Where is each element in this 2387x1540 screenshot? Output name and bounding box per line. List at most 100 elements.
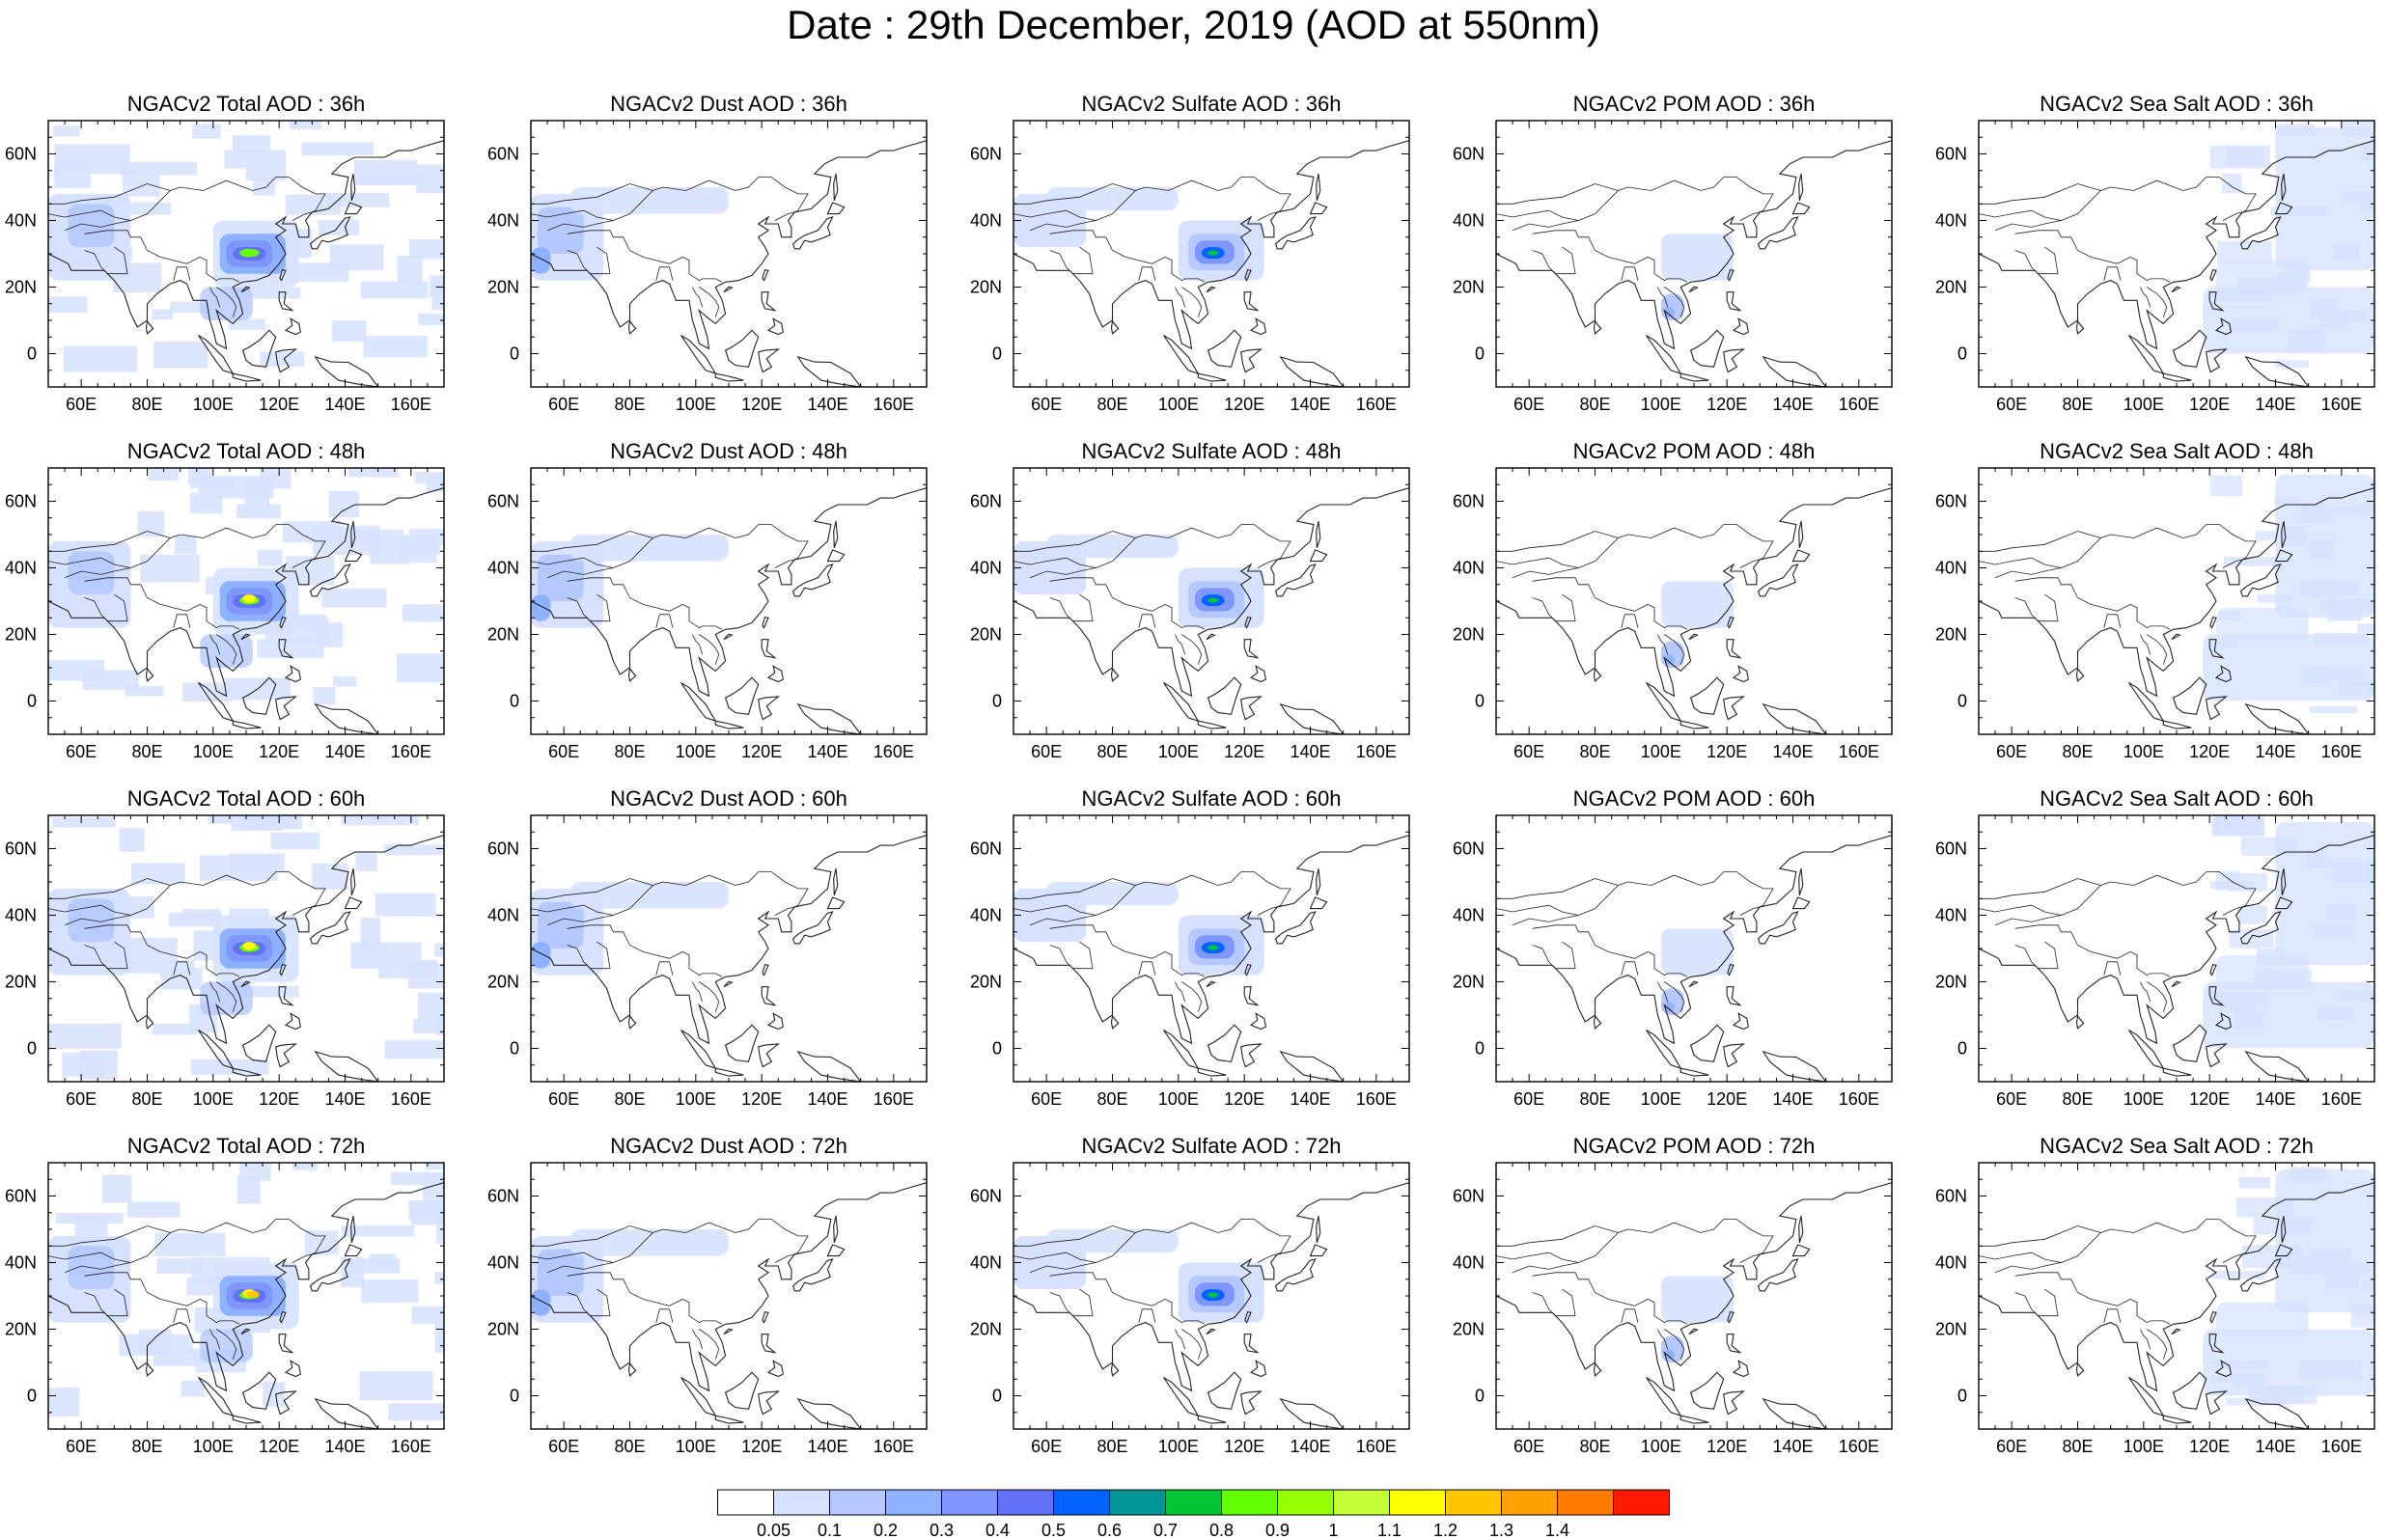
- country-border: [531, 531, 653, 552]
- lon-tick-label: 100E: [2123, 742, 2164, 761]
- aod-cell: [154, 1232, 226, 1257]
- aod-contour: [1046, 187, 1179, 211]
- aod-cell: [2224, 556, 2285, 566]
- coastline-island: [2274, 1244, 2293, 1257]
- lon-tick-label: 140E: [1772, 742, 1813, 761]
- aod-cell: [244, 478, 270, 506]
- country-border: [1664, 287, 1685, 317]
- coastline-island: [724, 1371, 760, 1410]
- country-border: [2014, 597, 2039, 621]
- aod-contour: [537, 1249, 584, 1296]
- coastline-island: [2075, 1014, 2085, 1030]
- aod-contour: [2216, 954, 2309, 989]
- lat-tick-label: 60N: [970, 839, 1002, 859]
- country-border: [1648, 257, 1688, 283]
- coastline-island: [2244, 1397, 2310, 1429]
- lon-tick-label: 80E: [1579, 1437, 1610, 1456]
- country-border: [216, 287, 237, 317]
- lat-tick-label: 20N: [5, 625, 37, 645]
- coastline-island: [2162, 1067, 2192, 1077]
- lon-tick-label: 100E: [676, 742, 716, 761]
- country-border: [107, 593, 128, 622]
- coastline-island: [1243, 986, 1260, 1006]
- coastline-island: [1727, 616, 1735, 629]
- country-border: [1013, 1225, 1136, 1247]
- coastline-island: [1279, 1397, 1345, 1429]
- aod-contour: [537, 901, 584, 949]
- lon-tick-label: 100E: [676, 1437, 716, 1456]
- aod-field: [531, 815, 927, 1082]
- country-border: [590, 1288, 611, 1317]
- coastlines: [1013, 121, 1409, 387]
- coastline-island: [762, 1310, 769, 1324]
- lat-tick-label: 60N: [487, 839, 519, 859]
- aod-cell: [52, 817, 116, 828]
- country-border: [1657, 1329, 1669, 1350]
- lat-tick-label: 0: [992, 344, 1002, 364]
- country-border: [2103, 614, 2122, 628]
- lon-tick-label: 100E: [1641, 1089, 1681, 1109]
- coastline-island: [284, 317, 302, 336]
- country-border: [1979, 209, 2062, 221]
- lon-tick-label: 100E: [2123, 395, 2164, 414]
- coastline-island: [309, 1258, 351, 1292]
- country-border: [2014, 230, 2131, 264]
- coastline-island: [145, 667, 154, 682]
- lon-tick-label: 60E: [548, 1437, 579, 1456]
- colorbar-label: 0.6: [1097, 1521, 1122, 1540]
- colorbar-swatch: [1389, 1489, 1446, 1516]
- country-border: [567, 250, 591, 274]
- coastline-island: [1762, 1050, 1827, 1082]
- coastline-mainland: [1979, 121, 2374, 350]
- coastline-island: [762, 963, 769, 976]
- coastline-island: [1723, 348, 1746, 373]
- coastline-island: [1316, 868, 1321, 895]
- lat-tick-label: 40N: [1935, 1253, 1967, 1273]
- coastline-island: [761, 1334, 777, 1354]
- coastline-island: [2244, 355, 2310, 387]
- aod-cell: [270, 832, 320, 850]
- coastline-island: [762, 616, 769, 629]
- coastline-island: [1726, 291, 1742, 312]
- country-border: [2130, 257, 2171, 283]
- country-border: [1496, 1251, 1579, 1263]
- aod-cell: [258, 549, 283, 566]
- coastline-mainland: [1013, 1163, 1409, 1392]
- country-border: [48, 1251, 131, 1263]
- country-border: [1072, 1288, 1094, 1317]
- lat-tick-label: 0: [1957, 344, 1967, 364]
- coastline-island: [1727, 268, 1735, 282]
- lon-tick-label: 140E: [2255, 742, 2295, 761]
- colorbar-label: 1.4: [1545, 1521, 1569, 1540]
- coastline-mainland: [1496, 121, 1892, 350]
- lat-tick-label: 20N: [5, 973, 37, 992]
- country-border: [774, 211, 795, 221]
- aod-cell: [2222, 173, 2242, 194]
- coastlines: [1013, 1163, 1409, 1429]
- coastline-island: [1791, 896, 1811, 910]
- country-border: [2140, 287, 2151, 308]
- lon-tick-label: 80E: [2062, 395, 2093, 414]
- country-border: [531, 878, 653, 899]
- lat-tick-label: 20N: [970, 625, 1002, 645]
- colorbar-label: 0.2: [874, 1521, 898, 1540]
- coastline-island: [279, 963, 287, 976]
- panel-title: NGACv2 Sulfate AOD : 48h: [1081, 439, 1341, 463]
- country-border: [1621, 266, 1639, 281]
- coastline-island: [796, 355, 862, 387]
- aod-cell: [282, 521, 342, 543]
- country-border: [1049, 577, 1166, 612]
- country-border: [1257, 1253, 1278, 1263]
- coastline-island: [758, 1043, 781, 1068]
- lat-tick-label: 0: [510, 692, 519, 711]
- country-border: [1013, 209, 1096, 221]
- aod-cell: [434, 1322, 444, 1353]
- country-border: [1138, 266, 1156, 281]
- country-border: [1739, 906, 1761, 916]
- country-border: [1496, 904, 1579, 916]
- coastline-island: [627, 1014, 637, 1030]
- country-border: [2140, 1329, 2151, 1350]
- lon-tick-label: 100E: [1158, 1437, 1199, 1456]
- coastline-island: [2281, 1216, 2287, 1243]
- coastline-mainland: [1013, 468, 1409, 698]
